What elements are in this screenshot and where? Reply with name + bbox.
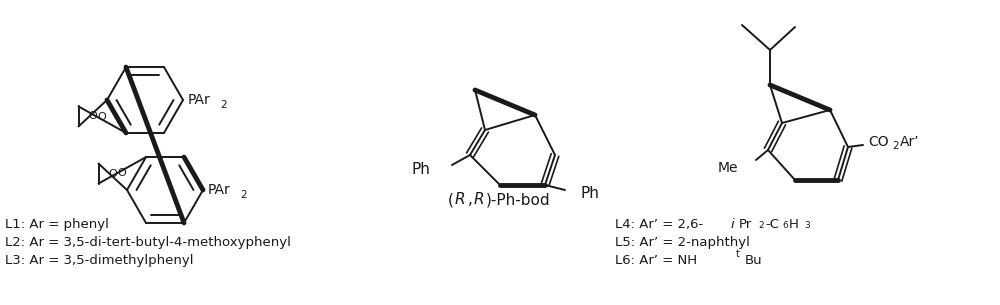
Text: Me: Me [718, 161, 738, 175]
Text: O: O [118, 168, 127, 178]
Text: )-Ph-bod: )-Ph-bod [486, 192, 551, 207]
Text: L1: Ar = phenyl: L1: Ar = phenyl [5, 218, 109, 231]
Text: H: H [789, 218, 799, 231]
Text: -C: -C [765, 218, 779, 231]
Text: L5: Ar’ = 2-naphthyl: L5: Ar’ = 2-naphthyl [615, 236, 750, 249]
Text: L3: Ar = 3,5-dimethylphenyl: L3: Ar = 3,5-dimethylphenyl [5, 254, 194, 267]
Text: PAr: PAr [188, 93, 211, 107]
Text: L6: Ar’ = NH: L6: Ar’ = NH [615, 254, 697, 267]
Text: L2: Ar = 3,5-di-tert-butyl-4-methoxyphenyl: L2: Ar = 3,5-di-tert-butyl-4-methoxyphen… [5, 236, 291, 249]
Text: ,: , [468, 192, 473, 207]
Text: 2: 2 [240, 190, 247, 200]
Text: (: ( [448, 192, 454, 207]
Text: 2: 2 [758, 221, 764, 230]
Text: CO: CO [868, 135, 889, 149]
Text: Ar’: Ar’ [900, 135, 920, 149]
Text: R: R [474, 192, 485, 207]
Text: 6: 6 [782, 221, 788, 230]
Text: 2: 2 [220, 100, 227, 110]
Text: Bu: Bu [745, 254, 763, 267]
Text: t: t [736, 249, 740, 259]
Text: O: O [108, 169, 117, 179]
Text: R: R [455, 192, 466, 207]
Text: i: i [731, 218, 735, 231]
Text: O: O [88, 111, 97, 121]
Text: PAr: PAr [208, 183, 231, 197]
Text: Pr: Pr [739, 218, 752, 231]
Text: 3: 3 [804, 221, 810, 230]
Text: O: O [98, 112, 107, 122]
Text: 2: 2 [892, 141, 899, 151]
Text: Ph: Ph [411, 163, 430, 178]
Text: L4: Ar’ = 2,6-: L4: Ar’ = 2,6- [615, 218, 703, 231]
Text: Ph: Ph [580, 185, 599, 200]
